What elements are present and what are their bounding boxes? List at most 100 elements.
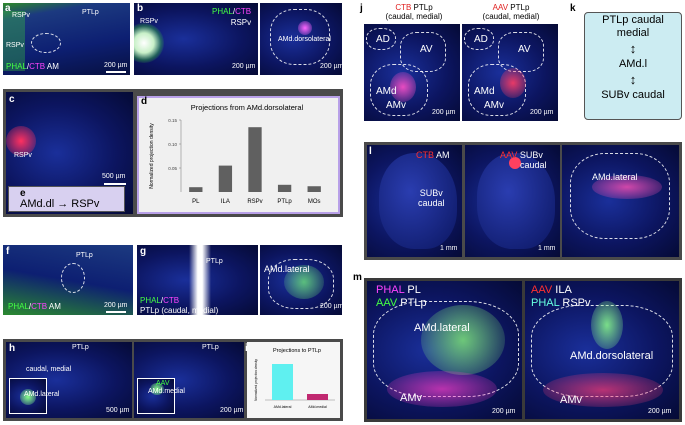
panel-h-inset-1-label: AMd.lateral: [24, 391, 60, 398]
panel-h-region-2: PTLp: [202, 344, 219, 351]
panel-h-scale-2: 200 µm: [220, 407, 244, 414]
panel-m-letter: m: [353, 272, 362, 283]
panel-b-inset-label: AMd.dorsolateral: [278, 36, 331, 43]
panel-k-bottom: SUBv caudal: [601, 89, 665, 101]
panel-l-letter: l: [369, 146, 372, 157]
chart-i-title: Projections to PTLp: [273, 348, 321, 354]
panel-g-legend: PHAL/CTB PTLp (caudal, medial): [140, 296, 219, 315]
panel-f-letter: f: [6, 246, 10, 257]
panel-j-amv-2: AMv: [484, 100, 504, 111]
panel-b-legend: PHAL/CTB RSPv: [212, 7, 252, 27]
chart-d-ytick-label: 0.10: [168, 142, 177, 147]
chart-d-ytick-label: 0.05: [168, 166, 177, 171]
panel-a-scalebar: [106, 71, 126, 73]
chart-d-ytick-label: 0.15: [168, 118, 177, 123]
chart-i-xtick-label: AMd.lateral: [274, 405, 292, 409]
panel-m-legend-1: PHAL PL AAV PTLp: [376, 284, 427, 309]
panel-l-scale-2: 1 mm: [538, 245, 556, 252]
panel-a-region-top: RSPv: [12, 12, 30, 19]
chart-d-title: Projections from AMd.dorsolateral: [191, 103, 304, 112]
panel-h-scale-1: 500 µm: [106, 407, 130, 414]
chart-i-bar: [272, 364, 293, 400]
panel-h-region-1: PTLp: [72, 344, 89, 351]
panel-g-image: [137, 245, 258, 315]
panel-j-title-1: CTB PTLp (caudal, medial): [385, 3, 443, 21]
panel-j-image-1: [364, 24, 460, 121]
panel-m-scale-1: 200 µm: [492, 408, 516, 415]
panel-j-av-1: AV: [420, 44, 433, 55]
panel-h-inset-2: [137, 378, 175, 414]
panel-h-sub-label: caudal, medial: [26, 366, 72, 373]
panel-h-inset-2-label-a: AAV: [156, 380, 170, 387]
panel-b-scale: 200 µm: [232, 63, 256, 70]
panel-k-mid: AMd.l: [618, 58, 648, 70]
panel-l-legend-1: CTB AM: [416, 150, 450, 160]
panel-m-amv-2: AMv: [560, 394, 582, 406]
chart-d-xtick-label: PTLp: [277, 199, 292, 205]
panel-k-top2: medial: [616, 27, 650, 39]
chart-i-ylabel: Normalized projection density: [254, 359, 258, 401]
panel-j-amv-1: AMv: [386, 100, 406, 111]
panel-m-image-2: [525, 281, 679, 419]
chart-d-bar: [218, 165, 233, 192]
panel-j-scale-1: 200 µm: [432, 109, 456, 116]
panel-c-scale: 500 µm: [102, 173, 126, 180]
chart-d-bar: [189, 187, 203, 192]
panel-b-inset: [260, 3, 342, 75]
panel-f-legend: PHAL/CTB AM: [8, 302, 61, 311]
panel-f-image: [3, 245, 133, 315]
panel-m-scale-2: 200 µm: [648, 408, 672, 415]
panel-j-title-2: AAV PTLp (caudal, medial): [482, 3, 540, 21]
chart-i-xtick-label: AMd.medial: [308, 405, 327, 409]
panel-e-box: [8, 186, 125, 212]
panel-d-letter: d: [141, 96, 148, 107]
panel-a-scale: 200 µm: [104, 62, 128, 69]
panel-c-region: RSPv: [14, 152, 32, 159]
panel-m-image-1: [367, 281, 522, 419]
panel-g-scale: 200 µm: [320, 303, 344, 310]
panel-j-amd-1: AMd: [376, 86, 397, 97]
panel-i-chart: Projections to PTLp Normalized projection…: [254, 348, 335, 409]
panel-a-letter: a: [5, 3, 11, 14]
chart-i-bar: [307, 394, 328, 400]
panel-l-scale-1: 1 mm: [440, 245, 458, 252]
panel-c-scalebar: [104, 183, 126, 185]
panel-k-letter: k: [570, 3, 576, 14]
panel-b-inset-scale: 200 µm: [320, 63, 344, 70]
panel-l-image-2: [465, 145, 560, 257]
panel-d-chart: Projections from AMd.dorsolateral Normali…: [149, 103, 321, 205]
panel-k-arrow-2: ↕: [629, 72, 637, 87]
panel-f-scale: 200 µm: [104, 302, 128, 309]
chart-d-xtick-label: MOs: [308, 199, 321, 205]
panel-b-image: [134, 3, 258, 75]
panel-l-subv-label: SUBv caudal: [418, 188, 445, 208]
panel-j-av-2: AV: [518, 44, 531, 55]
panel-i-letter: i: [245, 343, 248, 354]
panel-g-letter: g: [140, 246, 147, 257]
panel-m-amd-dorsolateral: AMd.dorsolateral: [570, 350, 654, 362]
panel-b-letter: b: [137, 3, 144, 14]
panel-l-legend-2: AAV SUBv caudal: [500, 150, 547, 170]
panel-g-inset-label: AMd.lateral: [264, 264, 310, 274]
panel-h-inset-2-label-b: AMd.medial: [148, 388, 185, 395]
panel-m-amd-lateral: AMd.lateral: [414, 322, 470, 334]
panel-j-letter: j: [360, 3, 363, 14]
panel-a-region-right: PTLp: [82, 9, 99, 16]
panel-k-top: PTLp caudal: [602, 14, 664, 26]
panel-l-image-1: [367, 145, 462, 257]
panel-k-arrow-1: ↕: [629, 41, 637, 56]
panel-e-flow: AMd.dl → RSPv: [20, 198, 100, 210]
panel-l-inset: [562, 145, 679, 257]
chart-d-bar: [307, 186, 321, 192]
panel-l-inset-label: AMd.lateral: [592, 172, 638, 182]
panel-j-ad-1: AD: [376, 34, 390, 45]
panel-g-region: PTLp: [206, 258, 223, 265]
panel-e-letter: e: [20, 188, 26, 199]
panel-m-amv-1: AMv: [400, 392, 422, 404]
panel-j-image-2: [462, 24, 558, 121]
chart-d-xtick-label: PL: [192, 199, 200, 205]
panel-j-ad-2: AD: [474, 34, 488, 45]
chart-d-bar: [248, 127, 262, 192]
panel-i-chart-bg: [247, 342, 340, 418]
panel-b-region-left: RSPv: [140, 18, 158, 25]
